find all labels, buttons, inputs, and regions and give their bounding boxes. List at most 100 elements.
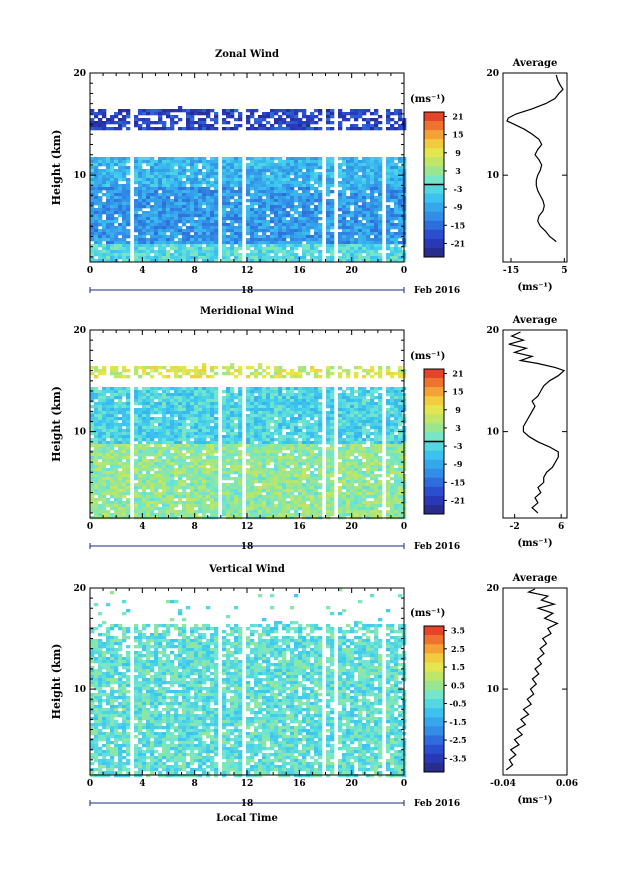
colorbar-swatch xyxy=(424,148,444,158)
average-y-tick-label: 10 xyxy=(486,428,499,438)
date-day-label: 18 xyxy=(241,799,254,809)
colorbar-swatch xyxy=(424,423,444,433)
colorbar-swatch xyxy=(424,202,444,212)
x-tick-label: 16 xyxy=(293,779,306,789)
colorbar-swatch xyxy=(424,635,444,645)
heatmap-field xyxy=(90,588,407,778)
colorbar-tick-label: 21 xyxy=(452,112,463,122)
y-axis-label: Height (km) xyxy=(50,130,63,206)
colorbar-swatch xyxy=(424,644,444,654)
colorbar-tick-label: 15 xyxy=(452,130,463,140)
x-tick-label: 12 xyxy=(241,779,254,789)
colorbar-tick-label: -2.5 xyxy=(449,735,466,745)
colorbar-swatch xyxy=(424,121,444,131)
x-tick-label: 0 xyxy=(401,779,407,789)
average-x-label: (ms⁻¹) xyxy=(517,795,552,806)
colorbar-swatch xyxy=(424,369,444,379)
colorbar-tick-label: -3 xyxy=(454,441,463,451)
y-tick-label: 20 xyxy=(73,326,86,336)
colorbar-tick-label: 1.5 xyxy=(451,662,465,672)
y-tick-label: 10 xyxy=(73,171,86,181)
colorbar-tick-label: 9 xyxy=(455,148,461,158)
colorbar-swatch xyxy=(424,626,444,636)
colorbar-frame xyxy=(423,625,445,773)
x-tick-label: 12 xyxy=(241,522,254,532)
colorbar-tick-label: 0.5 xyxy=(451,680,465,690)
average-profile-line xyxy=(506,74,564,243)
average-y-tick-label: 10 xyxy=(486,171,499,181)
panel-title: Vertical Wind xyxy=(208,564,285,575)
colorbar-tick-label: 3.5 xyxy=(451,626,465,636)
colorbar-tick-label: -21 xyxy=(451,495,465,505)
y-axis-label: Height (km) xyxy=(50,644,63,720)
colorbar-unit: (ms⁻¹) xyxy=(410,351,445,362)
date-month-label: Feb 2016 xyxy=(414,799,460,809)
panel-zonal-wind: Zonal Wind 0 4 8 12 16 20 0 10 20 Height (km) 18 Feb… xyxy=(50,49,568,296)
average-profile: Average 10 20 -15 5 (ms⁻¹) xyxy=(486,58,568,293)
average-y-tick-label: 20 xyxy=(486,326,499,336)
colorbar-tick-label: 2.5 xyxy=(451,644,465,654)
average-y-tick-label: 20 xyxy=(486,584,499,594)
average-x-label: (ms⁻¹) xyxy=(517,538,552,549)
colorbar-swatch xyxy=(424,432,444,442)
y-tick-label: 20 xyxy=(73,69,86,79)
colorbar-tick-label: 21 xyxy=(452,369,463,379)
colorbar-tick-label: -3.5 xyxy=(449,753,466,763)
y-tick-label: 20 xyxy=(73,584,86,594)
date-month-label: Feb 2016 xyxy=(414,286,460,296)
x-tick-label: 4 xyxy=(139,266,145,276)
colorbar-swatch xyxy=(424,220,444,231)
x-tick-label: 0 xyxy=(401,522,407,532)
average-x-tick-label: 0.06 xyxy=(556,779,578,789)
colorbar-swatch xyxy=(424,229,444,240)
panel-title: Meridional Wind xyxy=(200,306,294,317)
colorbar-swatch xyxy=(424,726,444,736)
colorbar-swatch xyxy=(424,762,444,773)
colorbar-swatch xyxy=(424,405,444,415)
x-tick-label: 20 xyxy=(345,779,358,789)
colorbar-swatch xyxy=(424,671,444,682)
average-x-tick-label: 6 xyxy=(558,522,564,532)
x-tick-label: 0 xyxy=(87,779,93,789)
panel-meridional-wind: Meridional Wind 0 4 8 12 16 20 0 10 20 Height (km)… xyxy=(50,306,568,552)
colorbar-swatch xyxy=(424,139,444,149)
x-tick-label: 8 xyxy=(192,266,198,276)
colorbar-swatch xyxy=(424,486,444,497)
date-month-label: Feb 2016 xyxy=(414,542,460,552)
colorbar-swatch xyxy=(424,166,444,176)
x-tick-label: 0 xyxy=(401,266,407,276)
colorbar-swatch xyxy=(424,717,444,727)
x-tick-label: 20 xyxy=(345,266,358,276)
average-y-tick-label: 10 xyxy=(486,685,499,695)
panel-vertical-wind: Vertical Wind 0 4 8 12 16 20 0 10 20 Height (km) 18… xyxy=(50,564,578,824)
colorbar-swatch xyxy=(424,699,444,709)
average-frame xyxy=(502,587,568,776)
colorbar-swatch xyxy=(424,387,444,397)
average-x-tick-label: -15 xyxy=(503,266,519,276)
colorbar-tick-label: -3 xyxy=(454,184,463,194)
average-x-tick-label: 5 xyxy=(561,266,567,276)
colorbar-unit: (ms⁻¹) xyxy=(410,94,445,105)
colorbar-swatch xyxy=(424,689,444,700)
colorbar-tick-label: -15 xyxy=(451,477,465,487)
colorbar: (ms⁻¹) 21 15 9 3 -3 -9 -15 -21 xyxy=(410,351,465,515)
average-profile-line xyxy=(505,588,559,771)
panel-title: Zonal Wind xyxy=(215,49,279,60)
colorbar-swatch xyxy=(424,680,444,691)
colorbar-swatch xyxy=(424,662,444,672)
average-title: Average xyxy=(512,573,558,584)
colorbar-swatch xyxy=(424,211,444,222)
colorbar-swatch xyxy=(424,193,444,203)
x-tick-label: 8 xyxy=(192,522,198,532)
x-tick-label: 0 xyxy=(87,522,93,532)
colorbar-swatch xyxy=(424,459,444,469)
colorbar-swatch xyxy=(424,753,444,764)
colorbar-swatch xyxy=(424,238,444,249)
colorbar-tick-label: -1.5 xyxy=(449,717,466,727)
colorbar: (ms⁻¹) 21 15 9 3 -3 -9 -15 -21 xyxy=(410,94,465,258)
heatmap-field xyxy=(90,363,407,520)
average-profile: Average 10 20 -0.04 0.06 (ms⁻¹) xyxy=(486,573,577,806)
x-tick-label: 20 xyxy=(345,522,358,532)
x-tick-label: 4 xyxy=(139,779,145,789)
colorbar: (ms⁻¹) 3.5 2.5 1.5 0.5 -0.5 -1.5 -2.5 -3.5 xyxy=(410,608,467,773)
